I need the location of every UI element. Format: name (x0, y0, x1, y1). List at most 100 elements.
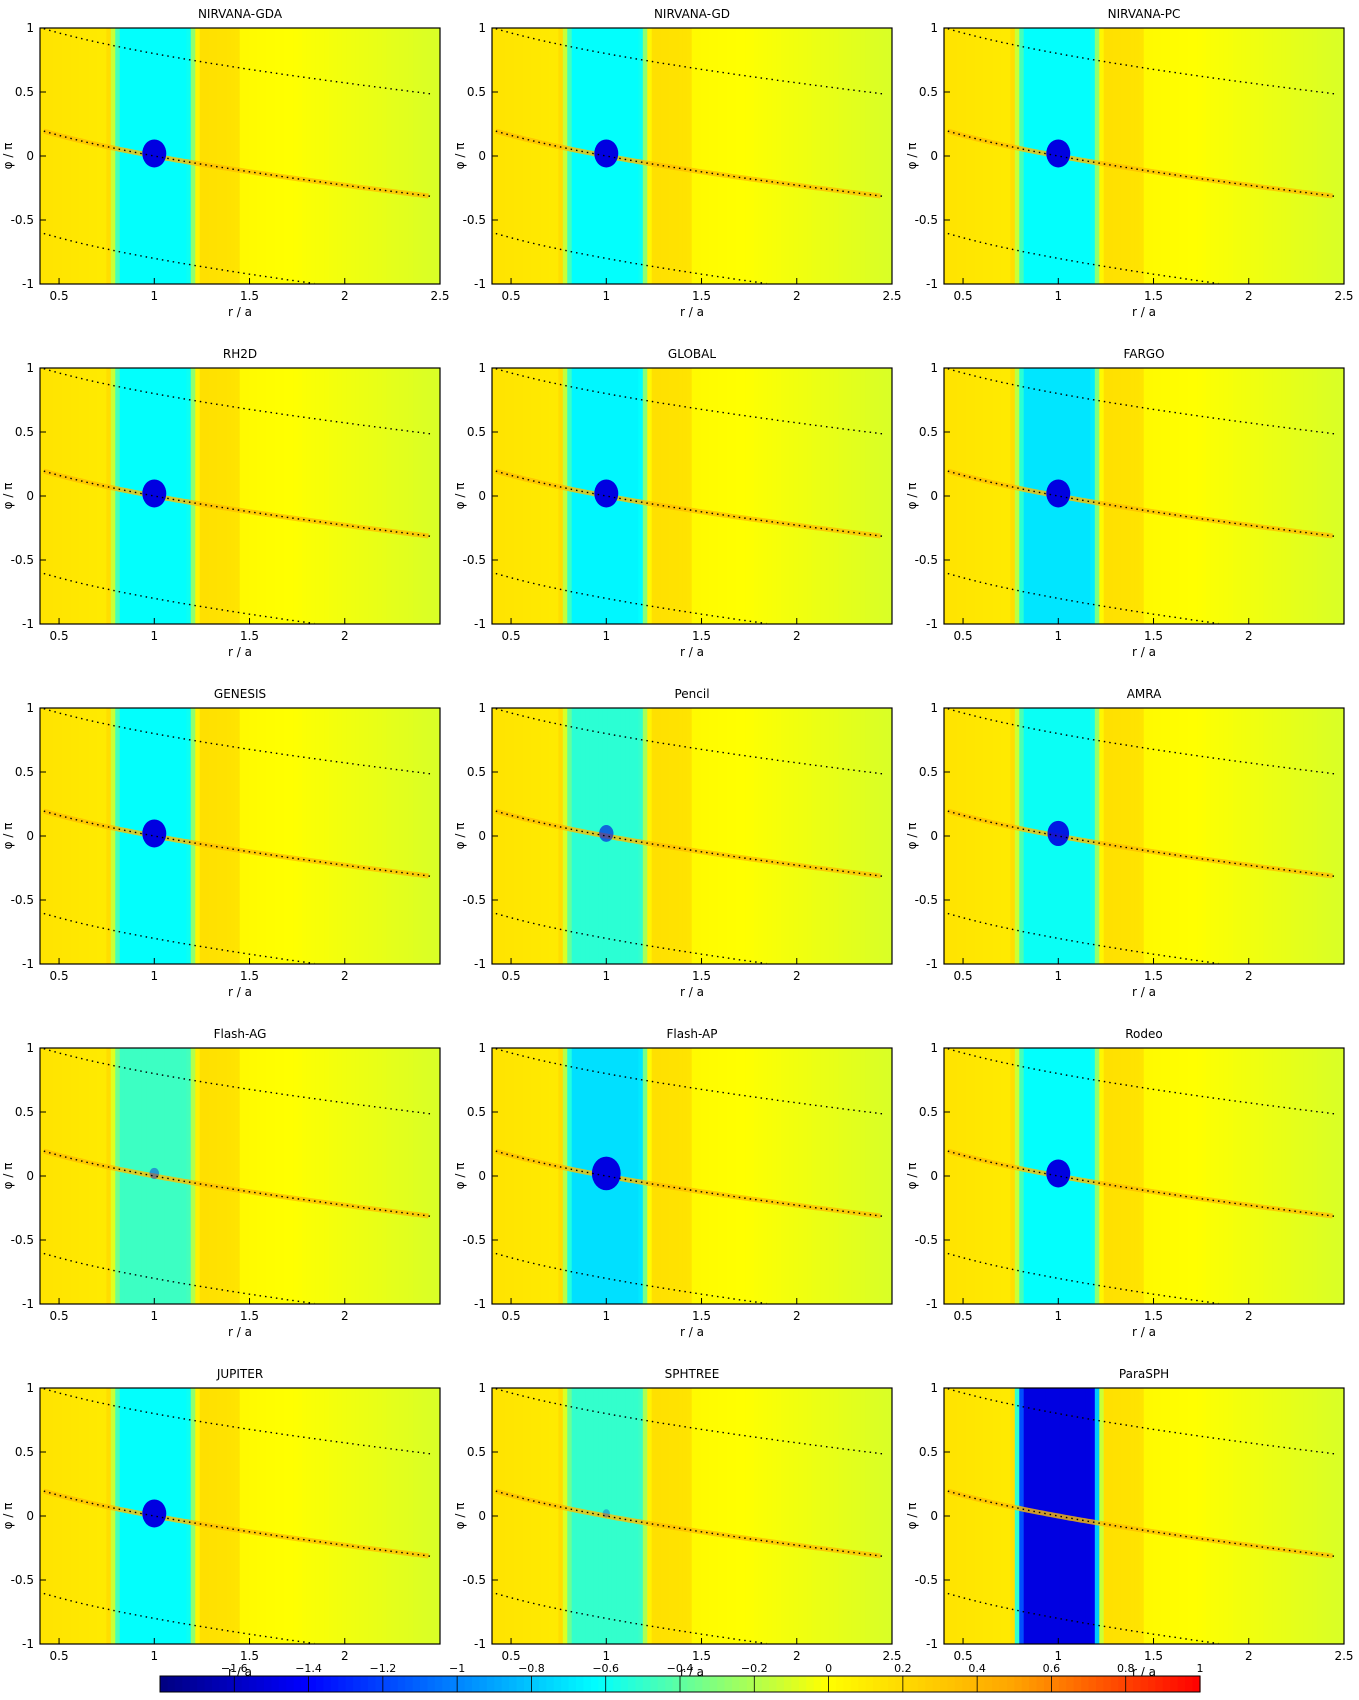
heatmap-column (173, 28, 179, 284)
heatmap-column (509, 368, 515, 624)
heatmap-column (722, 708, 728, 964)
colorbar-segment (457, 1676, 466, 1692)
heatmap-column (865, 708, 871, 964)
heatmap-column (199, 368, 205, 624)
heatmap-column (1294, 708, 1300, 964)
heatmap-column (1023, 708, 1029, 964)
heatmap-column (957, 28, 963, 284)
heatmap-column (1072, 708, 1078, 964)
heatmap-column (673, 708, 679, 964)
heatmap-column (48, 708, 54, 964)
colorbar-tick-label: 0.4 (968, 1662, 986, 1675)
heatmap-column (1139, 708, 1145, 964)
heatmap-column (983, 708, 989, 964)
heatmap-column (279, 28, 285, 284)
heatmap-column (660, 1388, 666, 1644)
heatmap-column (1232, 1048, 1238, 1304)
heatmap-column (408, 1048, 414, 1304)
heatmap-column (842, 1048, 848, 1304)
y-tick-label: -1 (22, 957, 34, 971)
colorbar-segment (940, 1676, 949, 1692)
heatmap-column (811, 708, 817, 964)
heatmap-column (988, 1048, 994, 1304)
heatmap-column (749, 368, 755, 624)
heatmap-column (753, 708, 759, 964)
panel-title: FARGO (1123, 347, 1164, 361)
colorbar-segment (969, 1676, 978, 1692)
heatmap-column (1148, 1048, 1154, 1304)
heatmap-column (306, 368, 312, 624)
heatmap-column (531, 368, 537, 624)
heatmap-column (1250, 1048, 1256, 1304)
heatmap-column (306, 1388, 312, 1644)
heatmap-column (1005, 1388, 1011, 1644)
heatmap-column (190, 28, 196, 284)
heatmap-column (651, 1388, 657, 1644)
heatmap-column (865, 368, 871, 624)
heatmap-column (567, 1388, 573, 1644)
heatmap-column (829, 368, 835, 624)
heatmap-column (633, 1048, 639, 1304)
heatmap-column (1028, 1388, 1034, 1644)
heatmap-column (651, 708, 657, 964)
heatmap-column (199, 28, 205, 284)
colorbar-segment (754, 1676, 763, 1692)
heatmap-column (1130, 28, 1136, 284)
heatmap-column (119, 1388, 125, 1644)
heatmap-column (333, 368, 339, 624)
heatmap-column (585, 368, 591, 624)
heatmap-column (882, 1388, 888, 1644)
heatmap-column (687, 1388, 693, 1644)
guide-curve (43, 708, 433, 775)
heatmap-column (558, 28, 564, 284)
heatmap-column (1201, 708, 1207, 964)
heatmap-column (651, 28, 657, 284)
heatmap-column (1143, 368, 1149, 624)
heatmap-column (500, 1388, 506, 1644)
heatmap-column (887, 368, 893, 624)
y-axis-label: φ / π (453, 143, 467, 170)
heatmap-column (315, 368, 321, 624)
heatmap-column (137, 1388, 143, 1644)
colorbar-segment (746, 1676, 755, 1692)
heatmap-column (1263, 708, 1269, 964)
colorbar-segment (330, 1676, 339, 1692)
heatmap-column (181, 28, 187, 284)
heatmap-column (633, 28, 639, 284)
heatmap-column (53, 708, 59, 964)
heatmap-column (974, 1388, 980, 1644)
colorbar-segment (293, 1676, 302, 1692)
heatmap-column (44, 1048, 50, 1304)
heatmap-column (882, 1048, 888, 1304)
heatmap-column (284, 1388, 290, 1644)
heatmap-column (625, 368, 631, 624)
heatmap-column (1197, 708, 1203, 964)
heatmap-column (1117, 1388, 1123, 1644)
heatmap-column (284, 368, 290, 624)
colorbar-segment (1140, 1676, 1149, 1692)
heatmap-column (816, 1048, 822, 1304)
heatmap-column (133, 1388, 139, 1644)
heatmap-column (771, 1388, 777, 1644)
heatmap-column (1290, 368, 1296, 624)
heatmap-column (513, 1048, 519, 1304)
y-tick-label: -0.5 (915, 213, 938, 227)
heatmap-column (1245, 28, 1251, 284)
colorbar-segment (1192, 1676, 1201, 1692)
heatmap-column (386, 708, 392, 964)
heatmap-column (1179, 28, 1185, 284)
colorbar-segment (657, 1676, 666, 1692)
guide-curve (495, 1490, 885, 1558)
heatmap-column (333, 1048, 339, 1304)
heatmap-column (988, 708, 994, 964)
x-tick-label: 0.5 (50, 1309, 69, 1323)
heatmap-column (709, 28, 715, 284)
heatmap-column (1023, 28, 1029, 284)
heatmap-column (97, 708, 103, 964)
colorbar-segment (806, 1676, 815, 1692)
heatmap-column (297, 28, 303, 284)
heatmap-column (988, 1388, 994, 1644)
heatmap-column (873, 1048, 879, 1304)
heatmap-column (1272, 28, 1278, 284)
heatmap-column (70, 1048, 76, 1304)
